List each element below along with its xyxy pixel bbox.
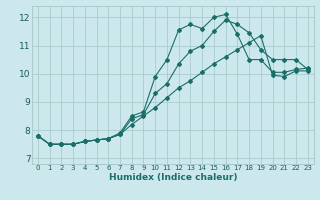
- X-axis label: Humidex (Indice chaleur): Humidex (Indice chaleur): [108, 173, 237, 182]
